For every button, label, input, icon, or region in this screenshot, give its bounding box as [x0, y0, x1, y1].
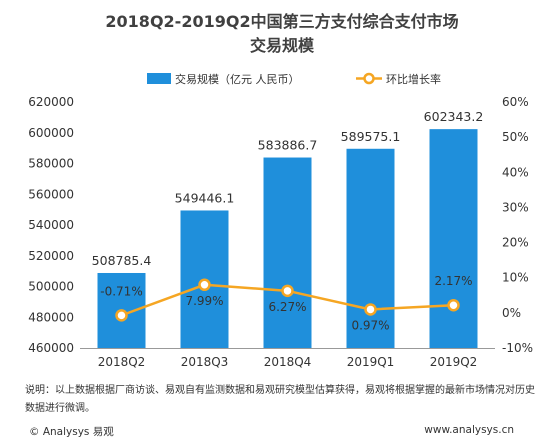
bar-series: [97, 129, 478, 348]
growth-point: [198, 278, 211, 292]
x-tick-label: 2019Q2: [430, 355, 478, 369]
x-tick-label: 2018Q2: [98, 355, 146, 369]
growth-point: [115, 309, 128, 322]
growth-value-label: 6.27%: [268, 300, 306, 314]
bar-value-label: 602343.2: [424, 109, 484, 124]
x-tick-label: 2018Q3: [181, 355, 229, 369]
legend-swatch-bar: [147, 73, 171, 84]
legend-label-line: 环比增长率: [386, 72, 441, 86]
y-axis-left: 460000 480000 500000 520000 540000 560000 5800…: [28, 95, 74, 355]
y-left-tick-label: 520000: [28, 249, 74, 263]
y-left-tick-label: 600000: [28, 126, 74, 140]
bar-value-label: 508785.4: [92, 253, 152, 268]
x-axis: 2018Q2 2018Q3 2018Q4 2019Q1 2019Q2: [80, 348, 495, 369]
bar-value-label: 589575.1: [341, 129, 401, 144]
growth-point: [447, 298, 460, 312]
y-right-tick-label: -10%: [502, 341, 533, 355]
y-left-tick-label: 620000: [28, 95, 74, 109]
growth-value-label: 0.97%: [351, 318, 389, 332]
bar: [429, 129, 478, 348]
y-right-tick-label: 50%: [502, 130, 529, 144]
legend-label-bar: 交易规模（亿元 人民币）: [175, 72, 300, 86]
growth-value-label: 2.17%: [434, 274, 472, 288]
y-left-tick-label: 560000: [28, 187, 74, 201]
y-left-tick-label: 500000: [28, 280, 74, 294]
legend-marker-swatch: [363, 72, 375, 85]
website: www.analysys.cn: [424, 424, 514, 436]
data-labels: 508785.4 549446.1 583886.7 589575.1 602343.2…: [92, 109, 484, 332]
y-right-tick-label: 0%: [502, 306, 521, 320]
x-tick-label: 2018Q4: [264, 355, 312, 369]
y-right-tick-label: 30%: [502, 200, 529, 214]
growth-value-label: -0.71%: [100, 284, 142, 298]
footnote: 说明：以上数据根据厂商访谈、易观自有监测数据和易观研究模型估算获得，易观将根据掌…: [25, 385, 535, 414]
copyright: © Analysys 易观: [29, 426, 114, 438]
y-left-tick-label: 480000: [28, 310, 74, 324]
y-right-tick-label: 20%: [502, 236, 529, 250]
y-right-tick-label: 40%: [502, 165, 529, 179]
growth-value-label: 7.99%: [185, 294, 223, 308]
bar-value-label: 549446.1: [175, 190, 235, 205]
bar: [263, 157, 312, 348]
legend: 交易规模（亿元 人民币） 环比增长率: [147, 72, 441, 86]
chart-title-line: 2018Q2-2019Q2中国第三方支付综合支付市场: [105, 12, 458, 31]
y-left-tick-label: 540000: [28, 218, 74, 232]
y-left-tick-label: 580000: [28, 157, 74, 171]
growth-point: [281, 284, 294, 298]
bar-value-label: 583886.7: [258, 138, 318, 153]
y-axis-right: -10% 0% 10% 20% 30% 40% 50% 60%: [502, 95, 533, 355]
line-series: [115, 278, 460, 322]
y-left-tick-label: 460000: [28, 341, 74, 355]
chart-title-line: 交易规模: [250, 36, 315, 55]
x-tick-label: 2019Q1: [347, 355, 395, 369]
y-right-tick-label: 10%: [502, 271, 529, 285]
y-right-tick-label: 60%: [502, 95, 529, 109]
growth-point: [364, 303, 377, 316]
